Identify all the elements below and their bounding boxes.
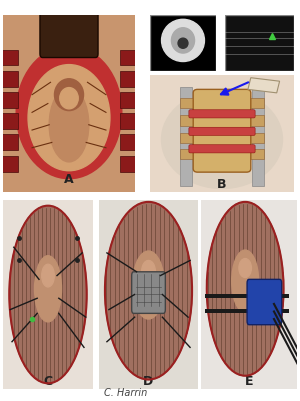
FancyBboxPatch shape bbox=[189, 146, 255, 154]
Polygon shape bbox=[248, 79, 280, 94]
Bar bbox=[180, 133, 264, 144]
FancyBboxPatch shape bbox=[0, 156, 18, 172]
Text: C: C bbox=[44, 374, 52, 387]
FancyBboxPatch shape bbox=[132, 272, 165, 314]
Ellipse shape bbox=[105, 203, 192, 379]
Bar bbox=[205, 294, 289, 298]
Bar bbox=[180, 88, 192, 187]
Circle shape bbox=[161, 91, 283, 189]
Ellipse shape bbox=[207, 203, 284, 376]
Ellipse shape bbox=[60, 88, 78, 109]
Bar bbox=[205, 309, 289, 314]
Ellipse shape bbox=[133, 251, 164, 319]
Ellipse shape bbox=[34, 256, 62, 322]
FancyBboxPatch shape bbox=[40, 7, 98, 59]
Ellipse shape bbox=[162, 20, 205, 63]
Ellipse shape bbox=[55, 79, 83, 111]
FancyBboxPatch shape bbox=[3, 16, 135, 192]
Bar bbox=[180, 116, 264, 126]
Bar bbox=[180, 150, 264, 160]
Bar bbox=[252, 88, 264, 187]
FancyBboxPatch shape bbox=[99, 200, 198, 389]
FancyBboxPatch shape bbox=[3, 200, 93, 389]
FancyBboxPatch shape bbox=[120, 156, 138, 172]
FancyBboxPatch shape bbox=[193, 90, 251, 173]
FancyBboxPatch shape bbox=[189, 128, 255, 136]
Ellipse shape bbox=[49, 88, 89, 162]
Text: C. Harrin: C. Harrin bbox=[104, 387, 148, 397]
Ellipse shape bbox=[178, 39, 188, 49]
Ellipse shape bbox=[172, 29, 195, 54]
Ellipse shape bbox=[232, 251, 259, 313]
FancyBboxPatch shape bbox=[247, 279, 282, 325]
FancyBboxPatch shape bbox=[189, 111, 255, 119]
FancyBboxPatch shape bbox=[0, 72, 18, 87]
FancyBboxPatch shape bbox=[120, 135, 138, 151]
FancyBboxPatch shape bbox=[150, 16, 216, 72]
Ellipse shape bbox=[142, 261, 155, 284]
FancyBboxPatch shape bbox=[120, 114, 138, 130]
FancyBboxPatch shape bbox=[120, 93, 138, 109]
FancyBboxPatch shape bbox=[0, 93, 18, 109]
FancyBboxPatch shape bbox=[120, 51, 138, 66]
FancyBboxPatch shape bbox=[225, 16, 294, 72]
Ellipse shape bbox=[42, 265, 54, 287]
FancyBboxPatch shape bbox=[0, 135, 18, 151]
FancyBboxPatch shape bbox=[0, 114, 18, 130]
FancyBboxPatch shape bbox=[0, 51, 18, 66]
Text: A: A bbox=[64, 172, 74, 185]
Ellipse shape bbox=[239, 259, 251, 278]
FancyBboxPatch shape bbox=[120, 72, 138, 87]
Ellipse shape bbox=[28, 65, 110, 171]
Ellipse shape bbox=[9, 206, 87, 383]
Bar bbox=[180, 98, 264, 109]
Ellipse shape bbox=[16, 47, 122, 179]
FancyBboxPatch shape bbox=[201, 200, 297, 389]
FancyBboxPatch shape bbox=[150, 76, 294, 192]
Text: E: E bbox=[245, 374, 253, 387]
Text: B: B bbox=[217, 177, 227, 190]
Text: D: D bbox=[143, 374, 154, 387]
